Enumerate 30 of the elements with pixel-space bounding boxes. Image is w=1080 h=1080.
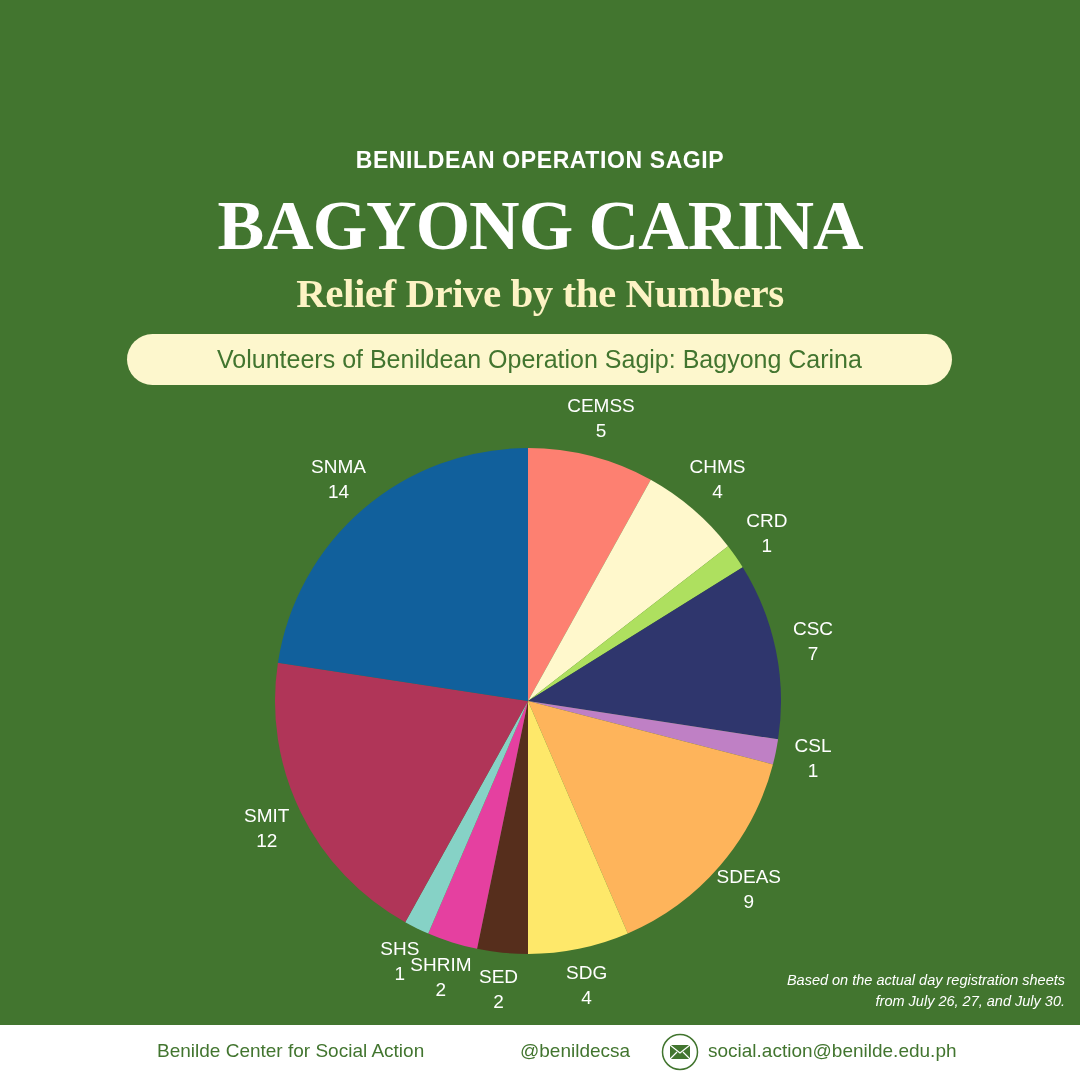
slice-label: SDEAS [716,866,782,888]
text: social.action@benilde.edu.ph [708,1039,957,1063]
data-label: 14 [327,480,350,502]
slice-label: SED [479,966,519,988]
data-label: 4 [581,986,593,1008]
text: Volunteers of Benildean Operation Sagip: Bagyong Carina [127,334,952,385]
text: Based on the actual day registration sheets from July 26, 27, and July 30. [785,971,1065,1011]
slice-label: CRD [746,510,788,532]
data-label: 2 [493,991,504,1013]
text: BENILDEAN OPERATION SAGIP [354,146,726,175]
slice-label: CHMS [689,455,746,477]
data-label: 1 [807,760,819,782]
chart-title: BAGYONG CARINA [216,186,864,266]
slice-label: CSC [792,618,834,640]
data-label: 5 [595,420,607,442]
data-label: 7 [807,643,819,665]
data-label: 4 [712,480,724,502]
data-label: 9 [743,891,755,913]
slice-label: CSL [794,735,832,757]
chart-subtitle: Relief Drive by the Numbers [295,269,785,318]
text: @benildecsa [520,1039,631,1063]
slice-label: SDG [565,961,608,983]
text: Benilde Center for Social Action [157,1039,425,1063]
data-label: 12 [256,829,278,851]
data-label: 1 [394,963,406,984]
data-label: 2 [435,979,447,1001]
slice-label: SMIT [244,804,290,826]
slice-label: SNMA [311,455,367,477]
slice-label: CEMSS [567,395,635,417]
data-label: 1 [761,535,773,557]
